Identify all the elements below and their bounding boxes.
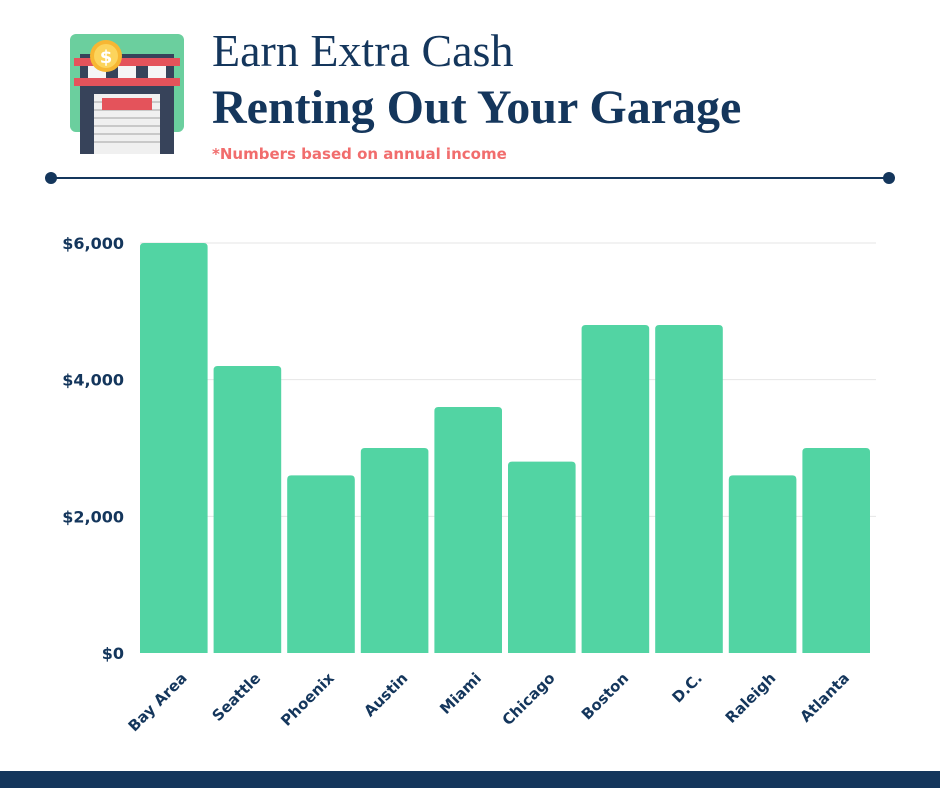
- bar: [508, 461, 576, 653]
- header-divider: [45, 172, 895, 184]
- bar: [728, 475, 797, 653]
- bar: [802, 448, 870, 653]
- bar: [434, 407, 502, 653]
- x-tick-label: Phoenix: [277, 669, 338, 730]
- bar: [140, 243, 208, 653]
- x-tick-label: D.C.: [668, 669, 705, 706]
- svg-text:$: $: [100, 47, 113, 68]
- bar: [213, 366, 282, 653]
- y-tick-label: $4,000: [62, 371, 124, 390]
- bar: [360, 448, 429, 653]
- y-tick-label: $2,000: [62, 507, 124, 526]
- x-tick-label: Raleigh: [722, 669, 780, 727]
- x-tick-label: Austin: [360, 669, 411, 720]
- x-tick-label: Seattle: [209, 669, 265, 725]
- x-tick-label: Boston: [578, 669, 632, 723]
- title-line-2: Renting Out Your Garage: [212, 81, 742, 134]
- bar: [287, 475, 355, 653]
- garage-dollar-icon: $: [70, 34, 184, 154]
- x-tick-label: Miami: [436, 669, 485, 718]
- bar: [655, 325, 723, 653]
- x-tick-label: Chicago: [499, 669, 559, 729]
- bar-chart: $0 $2,000 $4,000 $6,000 Bay Area Seattle Phoen…: [62, 234, 876, 735]
- x-tick-label: Bay Area: [125, 669, 191, 735]
- y-tick-label: $0: [102, 644, 124, 663]
- x-tick-label: Atlanta: [796, 669, 853, 726]
- bar: [581, 325, 650, 653]
- title-line-1: Earn Extra Cash: [212, 25, 514, 76]
- footer-bar: [0, 771, 940, 788]
- y-tick-label: $6,000: [62, 234, 124, 253]
- subtitle: *Numbers based on annual income: [212, 145, 507, 163]
